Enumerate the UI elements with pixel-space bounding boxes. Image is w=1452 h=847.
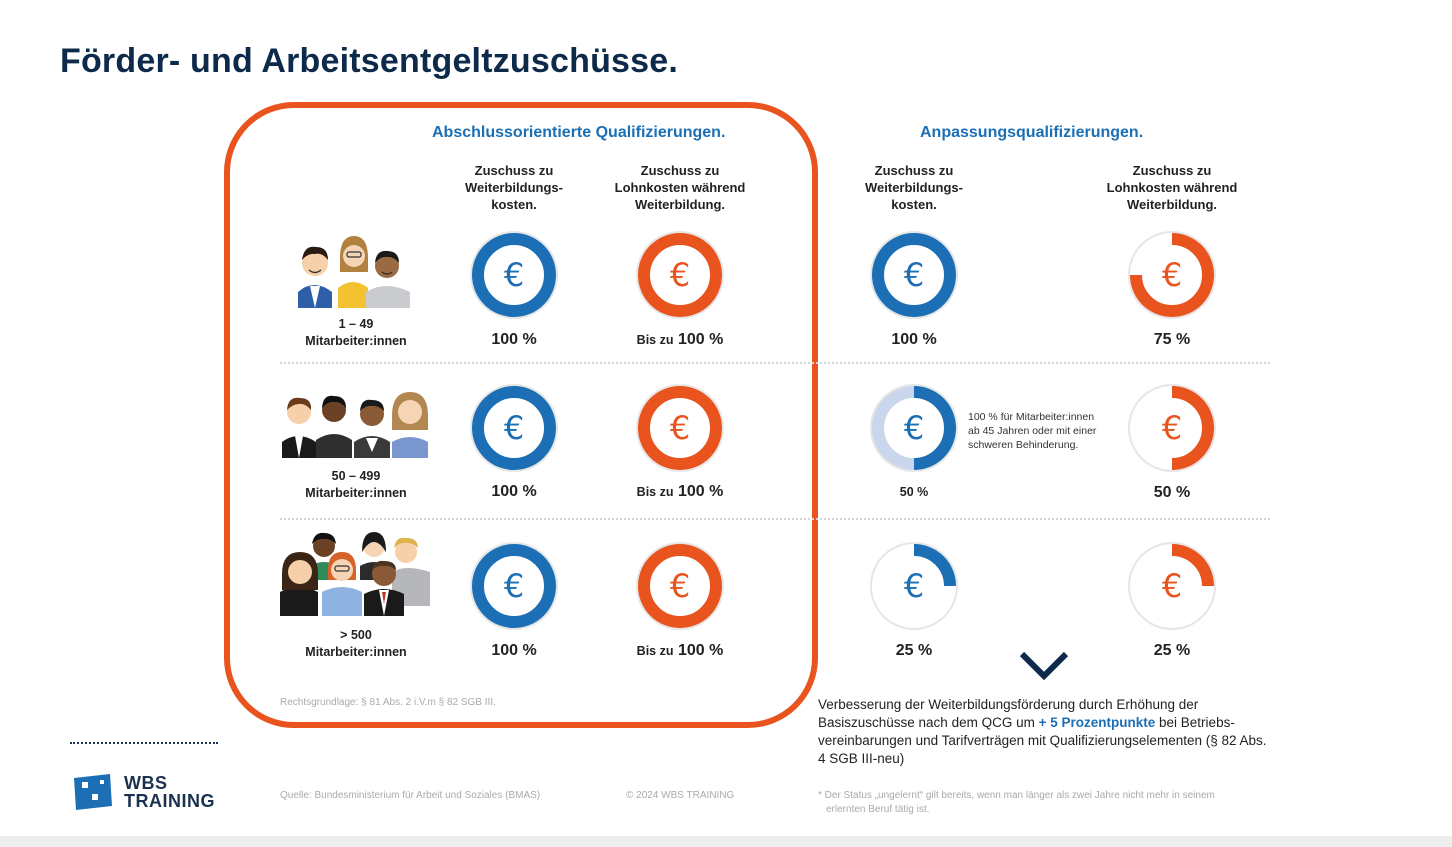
col-header-right-lohnkosten: Zuschuss zu Lohnkosten während Weiterbildu…: [1106, 163, 1238, 212]
people-group-7-icon: [280, 532, 430, 616]
people-group-3-icon: [298, 236, 410, 308]
pct-left-wb-row3: 100 %: [491, 642, 537, 659]
source-note: Quelle: Bundesministerium für Arbeit und…: [280, 790, 541, 801]
euro-icon: €: [904, 256, 924, 294]
euro-icon: €: [904, 409, 924, 447]
bottom-bar: [0, 836, 1452, 847]
note-age-45: 100 % für Mitarbeiter:innen ab 45 Jahren…: [968, 411, 1097, 451]
row-label-1-49: 1 – 49 Mitarbeiter:innen: [305, 317, 407, 348]
euro-icon: €: [670, 409, 690, 447]
ring-fill-segment: [638, 386, 722, 470]
page-title: Förder- und Arbeitsentgeltzuschüsse.: [60, 42, 679, 80]
ring-fill-segment: [472, 233, 556, 317]
highlight-prozentpunkte: + 5 Prozentpunkte: [1038, 715, 1156, 730]
pct-left-lk-row3: Bis zu 100 %: [636, 642, 724, 659]
row-label-500-plus: > 500 Mitarbeiter:innen: [305, 628, 407, 659]
ring-left-wb-row2: €: [470, 384, 558, 472]
ring-fill-segment: [638, 544, 722, 628]
pct-left-wb-row1: 100 %: [491, 331, 537, 348]
wbs-logo-icon: [74, 774, 112, 810]
ring-right-wb-row1: €: [870, 231, 958, 319]
euro-icon: €: [904, 567, 924, 605]
euro-icon: €: [1162, 256, 1182, 294]
logo-divider: [70, 742, 218, 744]
ring-fill-segment: [913, 386, 956, 470]
ring-right-lk-row1: €: [1128, 231, 1216, 319]
people-group-4-icon: [282, 392, 428, 458]
ring-right-lk-row3: €: [1128, 542, 1216, 630]
row-divider: [280, 518, 1270, 520]
ring-left-lk-row3: €: [636, 542, 724, 630]
col-header-left-weiterbildung: Zuschuss zu Weiterbildungs-kosten.: [465, 163, 563, 212]
pct-right-lk-row3: 25 %: [1153, 642, 1191, 659]
ring-right-wb-row3: €: [870, 542, 958, 630]
section-title-anpassung: Anpassungsqualifizierungen.: [920, 124, 1144, 141]
section-title-abschluss: Abschlussorientierte Qualifizierungen.: [432, 124, 726, 141]
chevron-down-icon: [1019, 651, 1069, 681]
ring-left-wb-row1: €: [470, 231, 558, 319]
highlight-frame: [224, 102, 818, 728]
ring-fill-segment: [1171, 544, 1214, 587]
euro-icon: €: [504, 409, 524, 447]
col-header-left-lohnkosten: Zuschuss zu Lohnkosten während Weiterbildu…: [614, 163, 746, 212]
ring-right-lk-row2: €: [1128, 384, 1216, 472]
status-note-line2: erlernten Beruf tätig ist.: [826, 804, 930, 815]
pct-left-lk-row1: Bis zu 100 %: [636, 331, 724, 348]
euro-icon: €: [504, 567, 524, 605]
logo-text: WBS TRAINING: [124, 773, 215, 811]
pct-right-lk-row1: 75 %: [1153, 331, 1191, 348]
status-note-line1: * Der Status „ungelernt“ gilt bereits, w…: [818, 790, 1215, 801]
ring-left-lk-row1: €: [636, 231, 724, 319]
euro-icon: €: [1162, 409, 1182, 447]
legal-basis: Rechtsgrundlage: § 81 Abs. 2 i.V.m § 82 …: [280, 697, 496, 708]
ring-fill-segment: [1130, 233, 1214, 317]
improvement-text: Verbesserung der Weiterbildungsförderung…: [818, 697, 1267, 766]
ring-fill-segment: [472, 386, 556, 470]
row-label-50-499: 50 – 499 Mitarbeiter:innen: [305, 469, 407, 500]
ring-left-wb-row3: €: [470, 542, 558, 630]
ring-right-wb-row2: €: [870, 384, 958, 472]
col-header-right-weiterbildung: Zuschuss zu Weiterbildungs-kosten.: [865, 163, 963, 212]
pct-right-wb-row2: 50 %: [899, 485, 929, 499]
euro-icon: €: [1162, 567, 1182, 605]
pct-right-wb-row1: 100 %: [891, 331, 937, 348]
ring-fill-segment: [472, 544, 556, 628]
euro-icon: €: [504, 256, 524, 294]
euro-icon: €: [670, 256, 690, 294]
pct-right-lk-row2: 50 %: [1153, 484, 1191, 501]
ring-fill-segment: [1171, 386, 1214, 470]
ring-fill-segment: [913, 544, 956, 587]
row-divider: [280, 362, 1270, 364]
pct-left-lk-row2: Bis zu 100 %: [636, 483, 724, 500]
ring-fill-segment: [638, 233, 722, 317]
ring-fill-segment: [872, 233, 956, 317]
pct-right-wb-row3: 25 %: [895, 642, 933, 659]
euro-icon: €: [670, 567, 690, 605]
pct-left-wb-row2: 100 %: [491, 483, 537, 500]
ring-left-lk-row2: €: [636, 384, 724, 472]
copyright: © 2024 WBS TRAINING: [626, 790, 735, 801]
